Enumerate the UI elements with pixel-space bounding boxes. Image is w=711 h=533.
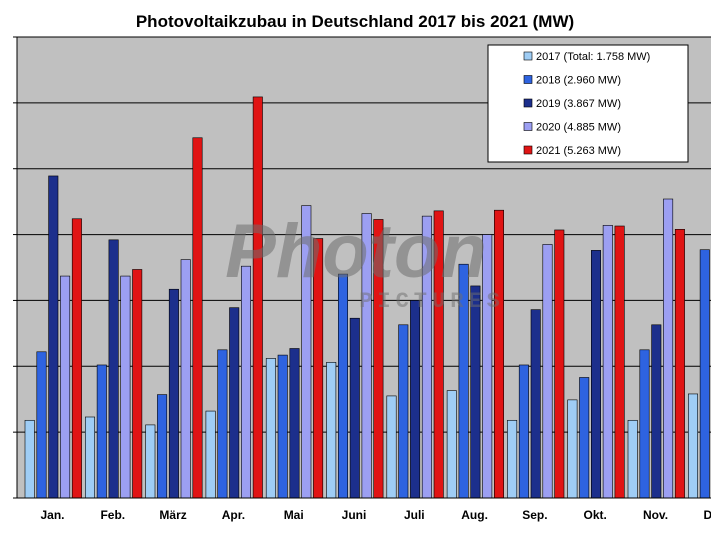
bar-1-series-3 <box>48 175 59 499</box>
bar-6-series-2 <box>337 273 348 499</box>
legend-label: 2020 (4.885 MW) <box>536 122 621 134</box>
legend-box <box>487 44 689 163</box>
bar-1-series-4 <box>60 275 71 499</box>
legend-label: 2019 (3.867 MW) <box>536 98 621 110</box>
watermark-text: Photon <box>225 209 487 294</box>
bar-11-series-5 <box>674 229 685 499</box>
bar-4-series-3 <box>229 307 240 499</box>
x-tick-label: Sep. <box>522 508 547 522</box>
bar-3-series-1 <box>145 424 156 499</box>
bar-4-series-1 <box>205 410 216 499</box>
bar-10-series-2 <box>579 377 590 499</box>
legend-swatch <box>523 51 533 61</box>
bar-8-series-1 <box>446 390 457 499</box>
bar-6-series-3 <box>349 317 360 499</box>
bar-3-series-3 <box>168 288 179 499</box>
chart-title: Photovoltaikzubau in Deutschland 2017 bi… <box>136 12 574 31</box>
bar-11-series-3 <box>651 324 662 499</box>
bar-8-series-3 <box>470 285 481 499</box>
bar-4-series-2 <box>217 349 228 499</box>
bar-10-series-3 <box>590 250 601 499</box>
x-tick-label: Aug. <box>461 508 488 522</box>
x-tick-label: Nov. <box>643 508 668 522</box>
bar-10-series-4 <box>602 225 613 499</box>
bar-3-series-4 <box>180 259 191 499</box>
bar-12-series-2 <box>699 249 710 499</box>
bar-7-series-1 <box>386 395 397 499</box>
bar-8-series-5 <box>493 209 504 499</box>
bar-12-series-1 <box>687 393 698 499</box>
watermark: Photon PICTURES <box>225 209 505 314</box>
x-tick-label: Juni <box>342 508 367 522</box>
bar-9-series-5 <box>554 229 565 499</box>
bar-1-series-5 <box>71 218 82 499</box>
bar-3-series-5 <box>192 137 203 499</box>
legend-swatch <box>523 75 533 84</box>
x-tick-label: Feb. <box>100 508 125 522</box>
bar-5-series-2 <box>277 354 288 499</box>
x-tick-label: Mai <box>284 508 304 522</box>
bar-11-series-1 <box>627 419 638 499</box>
bar-9-series-2 <box>518 364 529 499</box>
legend-label: 2017 (Total: 1.758 MW) <box>536 51 650 63</box>
bar-5-series-3 <box>289 348 300 499</box>
x-tick-label: Okt. <box>584 508 607 522</box>
bar-4-series-5 <box>252 96 263 499</box>
axes <box>16 37 711 499</box>
legend-swatch <box>523 122 533 131</box>
bar-10-series-1 <box>567 399 578 499</box>
bar-4-series-4 <box>241 265 252 499</box>
legend-swatch <box>523 145 533 155</box>
x-tick-label: Juli <box>404 508 425 522</box>
bar-2-series-3 <box>108 239 119 499</box>
bar-11-series-4 <box>663 198 674 499</box>
bar-9-series-3 <box>530 309 541 499</box>
x-tick-label: Apr. <box>222 508 245 522</box>
x-tick-label: Jan. <box>40 508 64 522</box>
bar-9-series-1 <box>507 419 518 499</box>
bar-2-series-5 <box>132 269 143 499</box>
legend: 2017 (Total: 1.758 MW) 2018 (2.960 MW) 201… <box>487 44 689 163</box>
x-tick-label: Dez. <box>703 508 711 522</box>
bar-2-series-2 <box>96 364 107 499</box>
bar-11-series-2 <box>639 349 650 499</box>
bar-7-series-2 <box>398 324 409 499</box>
bar-1-series-1 <box>24 419 35 499</box>
bars <box>24 96 710 499</box>
bar-2-series-1 <box>85 416 96 499</box>
bar-3-series-2 <box>157 394 168 499</box>
legend-label: 2018 (2.960 MW) <box>536 75 621 87</box>
bar-10-series-5 <box>614 225 625 499</box>
legend-label: 2021 (5.263 MW) <box>536 145 621 157</box>
bar-1-series-2 <box>36 351 47 499</box>
bar-2-series-4 <box>120 275 131 499</box>
bar-9-series-4 <box>542 244 553 499</box>
bar-5-series-1 <box>265 358 276 499</box>
watermark-subtext: PICTURES <box>359 289 505 314</box>
x-tick-label: März <box>159 508 186 522</box>
x-tick-labels: Jan. Feb. März Apr. Mai Juni Juli Aug. Sep. Okt. N… <box>40 508 711 522</box>
bar-7-series-3 <box>410 300 421 499</box>
bar-6-series-1 <box>326 362 337 499</box>
legend-swatch <box>523 98 533 108</box>
